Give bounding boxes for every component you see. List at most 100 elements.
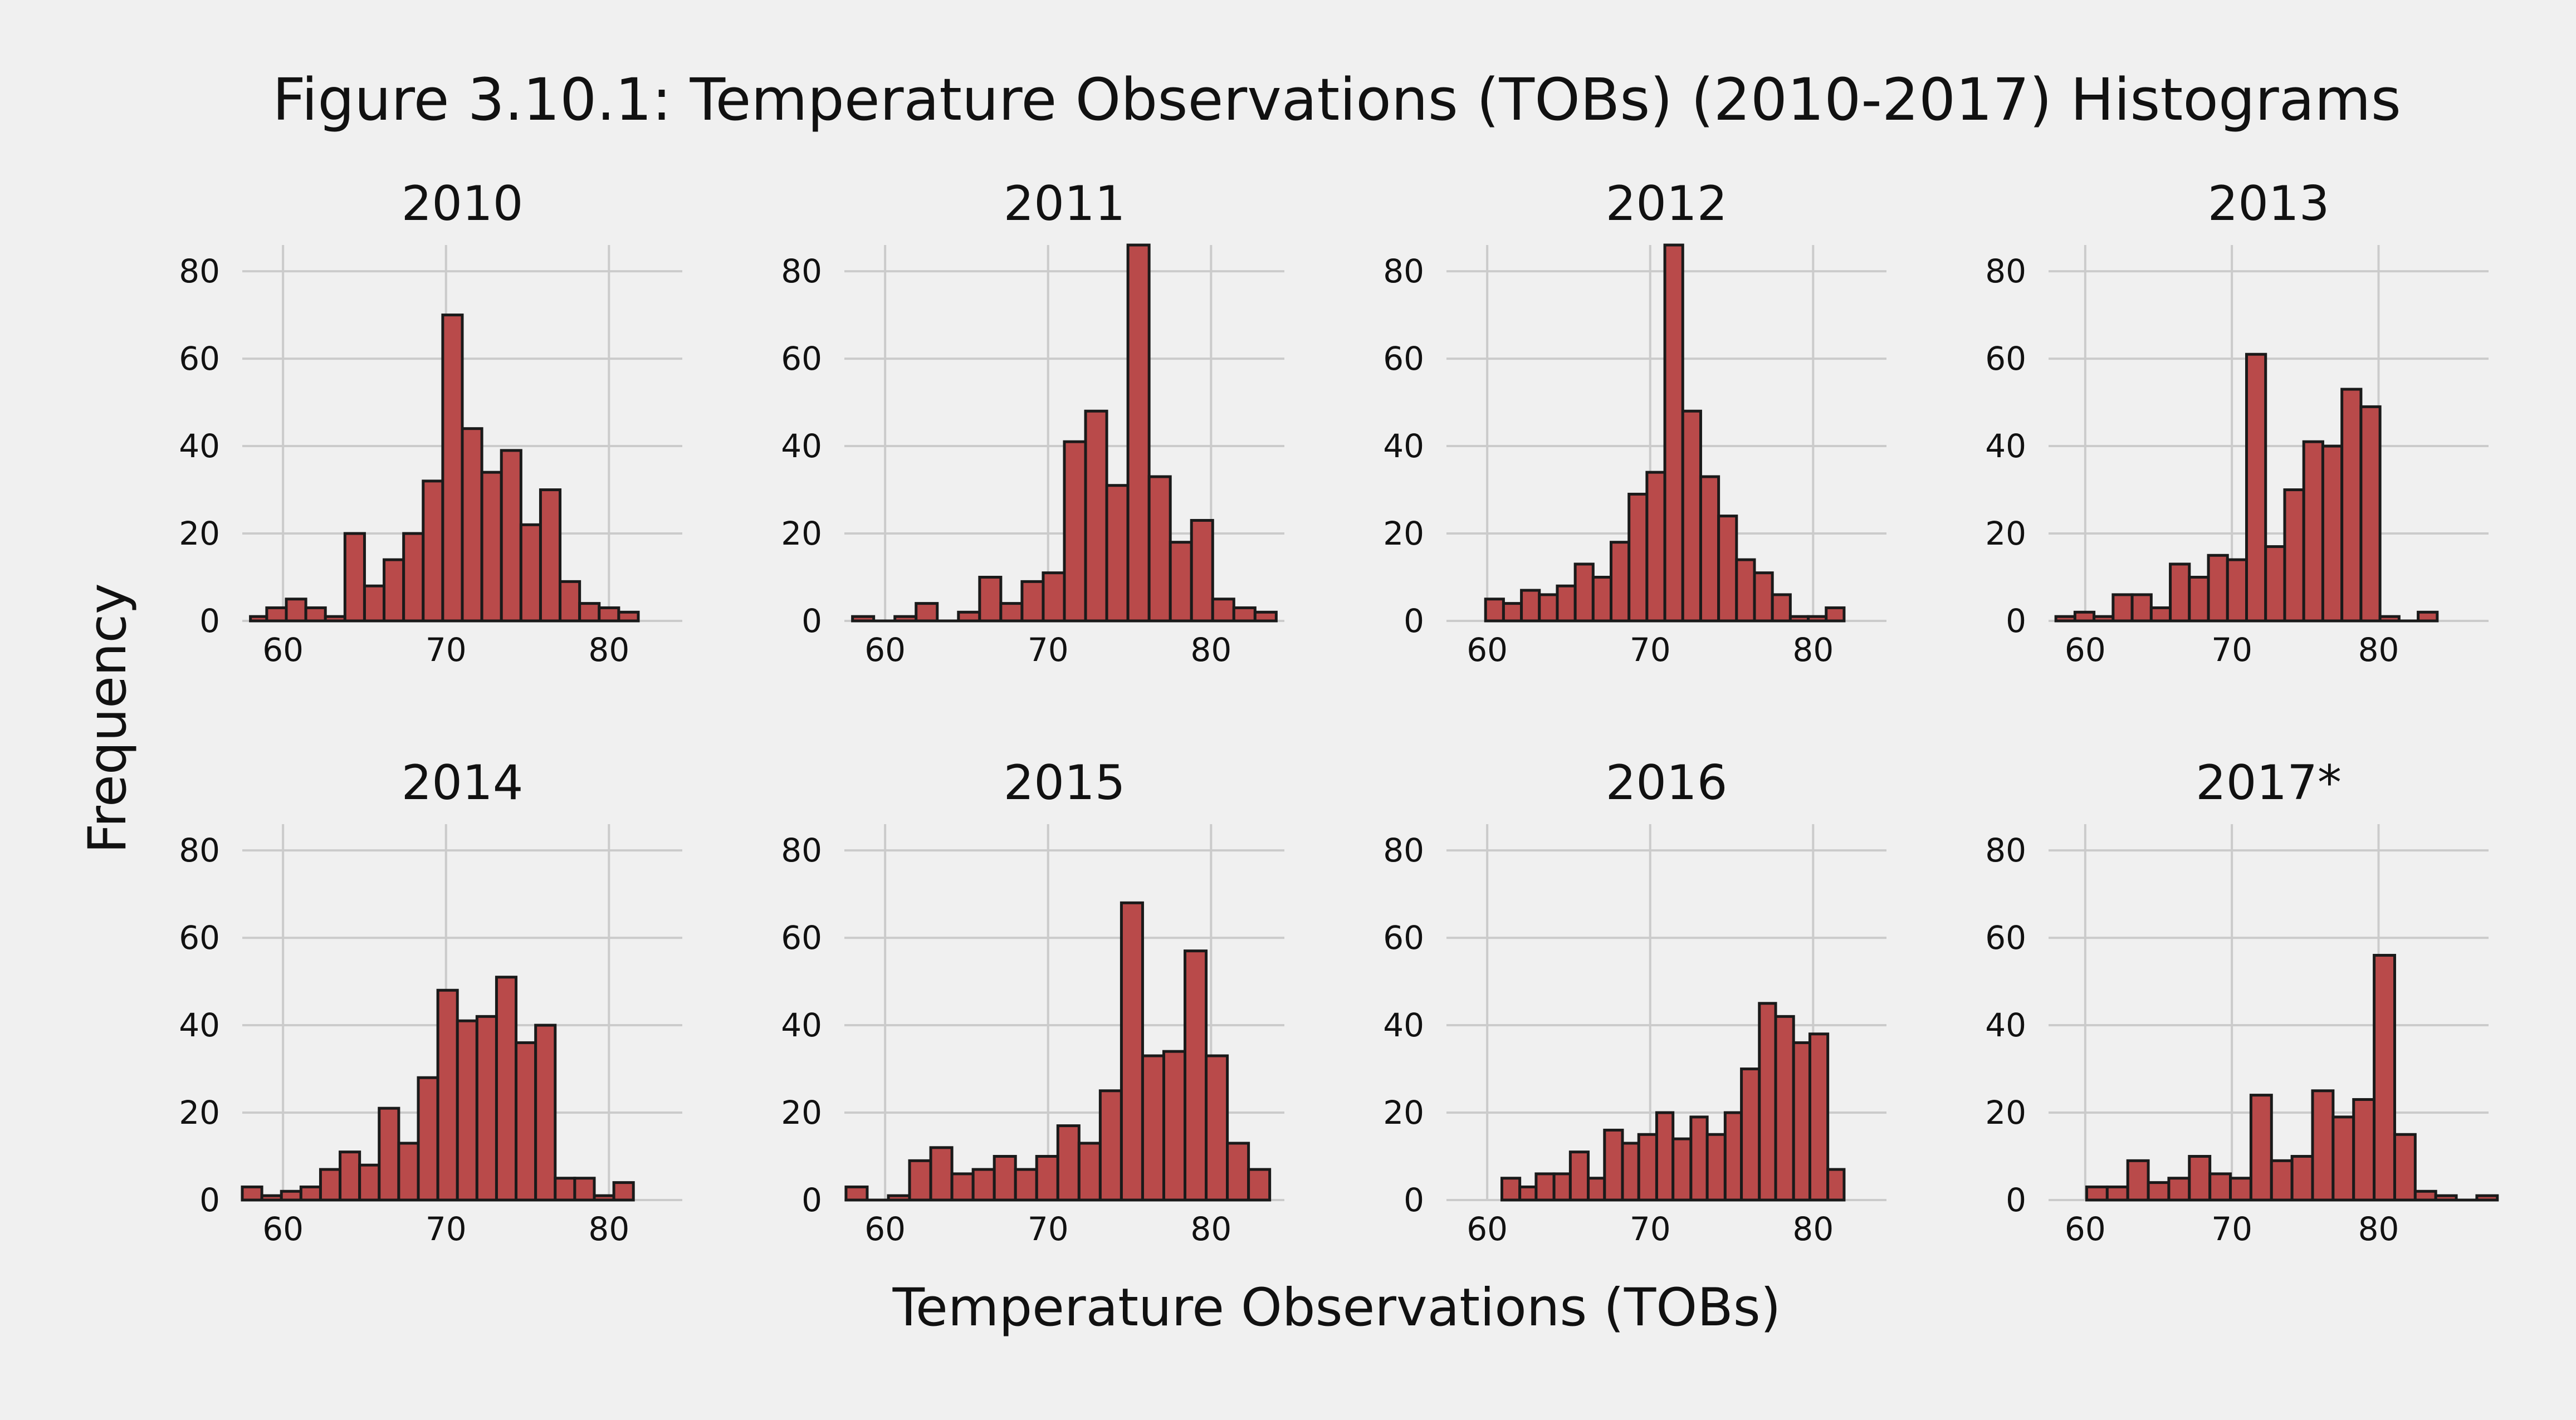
y-tick-label: 60	[781, 340, 822, 378]
histogram-bar	[1740, 1068, 1761, 1202]
histogram-bar	[993, 1155, 1017, 1202]
histogram-bar	[534, 1024, 557, 1202]
subplot-2014: 0 20 40 60 80 60 70 80 2014	[179, 755, 682, 1248]
y-tick-label: 0	[2006, 602, 2026, 640]
x-tick-label: 70	[426, 1210, 467, 1248]
histogram-bar	[1637, 1133, 1658, 1202]
histogram-bar	[1573, 562, 1595, 623]
histogram-bar	[1020, 580, 1045, 623]
histogram-bar	[1035, 1155, 1059, 1202]
histogram-bar	[441, 314, 464, 623]
y-tick-label: 20	[179, 1094, 220, 1132]
subplot-2013: 0 20 40 60 80 60 70 80 2013	[1985, 176, 2489, 669]
subplot-title: 2016	[1606, 755, 1728, 811]
histogram-bar	[265, 606, 288, 623]
histogram-bar	[887, 1194, 911, 1202]
histogram-bar	[304, 606, 327, 623]
histogram-bar	[915, 602, 939, 623]
histogram-bar	[2270, 1159, 2294, 1202]
histogram-bar	[2229, 1177, 2252, 1202]
y-tick-label: 0	[801, 1181, 822, 1219]
y-tick-label: 20	[179, 515, 220, 552]
x-tick-label: 60	[1467, 1210, 1508, 1248]
histogram-bar	[2264, 545, 2286, 623]
histogram-bar	[1717, 515, 1738, 623]
histogram-bar	[539, 488, 562, 623]
histogram-bar	[2111, 593, 2134, 623]
histogram-bar	[2245, 352, 2267, 623]
histogram-bar	[1771, 593, 1792, 623]
histogram-bar	[1825, 606, 1846, 623]
histogram-bar	[573, 1177, 596, 1202]
histogram-bar	[598, 606, 620, 623]
x-tick-label: 80	[588, 1210, 629, 1248]
histogram-bar	[950, 1172, 975, 1202]
y-tick-label: 60	[781, 919, 822, 957]
histogram-bar	[402, 532, 425, 623]
y-tick-label: 0	[1404, 1181, 1424, 1219]
y-tick-label: 20	[1985, 515, 2026, 552]
histogram-bar	[1774, 1015, 1795, 1202]
histogram-bar	[554, 1177, 576, 1202]
histogram-bar	[1807, 615, 1828, 623]
histogram-bar	[456, 1019, 478, 1202]
histogram-bar	[851, 615, 876, 623]
y-tick-label: 0	[1404, 602, 1424, 640]
histogram-bar	[285, 598, 307, 623]
y-tick-label: 40	[1985, 427, 2026, 465]
y-tick-label: 20	[1985, 1094, 2026, 1132]
y-tick-label: 60	[1985, 340, 2026, 378]
histogram-bar	[1591, 576, 1613, 623]
histogram-bar	[1552, 1172, 1572, 1202]
histogram-bar	[999, 602, 1024, 623]
y-tick-label: 60	[179, 919, 220, 957]
histogram-bar	[2105, 1185, 2129, 1202]
histogram-bar	[1042, 571, 1066, 623]
y-tick-label: 60	[1383, 340, 1424, 378]
histogram-bar	[893, 615, 918, 623]
x-tick-label: 80	[1190, 631, 1231, 669]
histogram-bar	[1500, 1177, 1522, 1202]
x-tick-label: 80	[1792, 631, 1834, 669]
subplot-2016: 0 20 40 60 80 60 70 80 2016	[1383, 755, 1886, 1248]
histogram-bar	[559, 580, 581, 623]
histogram-bar	[2373, 953, 2396, 1202]
histogram-bar	[2283, 488, 2305, 623]
histogram-bar	[908, 1159, 932, 1202]
histogram-bar	[1190, 518, 1214, 623]
y-tick-label: 40	[1383, 427, 1424, 465]
histogram-bar	[1681, 409, 1702, 623]
histogram-bar	[1063, 440, 1087, 623]
y-tick-label: 40	[179, 427, 220, 465]
histogram-bar	[1627, 492, 1649, 623]
histogram-bar	[1826, 1168, 1846, 1202]
y-tick-label: 80	[1985, 252, 2026, 290]
histogram-bar	[339, 1150, 361, 1202]
y-tick-label: 20	[781, 1094, 822, 1132]
histogram-bar	[324, 615, 346, 623]
histogram-bar	[2126, 1159, 2150, 1202]
histogram-bar	[358, 1163, 381, 1202]
histogram-bar	[1077, 1142, 1102, 1202]
histogram-bar	[436, 988, 459, 1202]
histogram-bar	[2167, 1177, 2191, 1202]
histogram-bar	[383, 558, 405, 623]
histogram-bar	[1788, 615, 1810, 623]
y-tick-label: 40	[1383, 1006, 1424, 1044]
histogram-bar	[1758, 1002, 1777, 1202]
histogram-bar	[1184, 949, 1208, 1202]
histogram-bar	[1534, 1172, 1556, 1202]
histogram-bar	[1610, 541, 1631, 623]
subplot-2012: 0 20 40 60 80 60 70 80 2012	[1383, 176, 1886, 669]
x-tick-label: 60	[262, 631, 304, 669]
x-tick-label: 60	[2065, 631, 2106, 669]
y-tick-label: 60	[1985, 919, 2026, 957]
histogram-bar	[1735, 558, 1756, 623]
histogram-bar	[2378, 615, 2401, 623]
histogram-bar	[2147, 1181, 2171, 1202]
y-tick-label: 80	[781, 252, 822, 290]
histogram-bar	[1568, 1150, 1590, 1202]
histogram-bar	[1663, 243, 1684, 623]
y-tick-label: 40	[781, 427, 822, 465]
